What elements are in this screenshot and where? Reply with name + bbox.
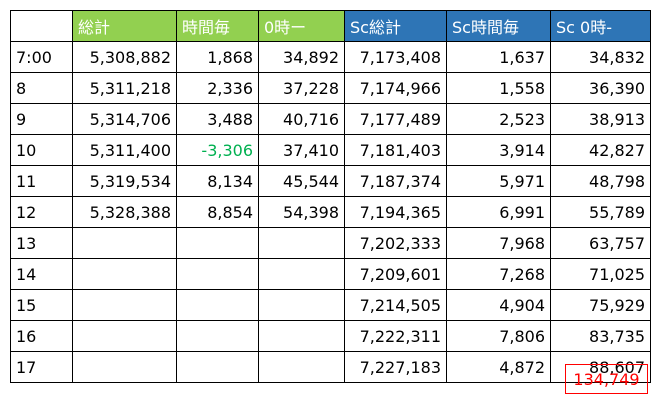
table-row: 15 7,214,505 4,904 75,929 xyxy=(10,289,651,321)
sc-since-midnight-cell[interactable]: 55,789 xyxy=(550,196,651,228)
sc-since-midnight-cell[interactable]: 83,735 xyxy=(550,320,651,352)
sc-hourly-cell[interactable]: 1,558 xyxy=(446,72,551,104)
hourly-cell[interactable]: 3,488 xyxy=(176,103,259,135)
sc-since-midnight-cell[interactable]: 63,757 xyxy=(550,227,651,259)
total-cell[interactable] xyxy=(72,351,177,383)
sc-since-midnight-cell[interactable]: 71,025 xyxy=(550,258,651,290)
sc-since-midnight-cell[interactable]: 42,827 xyxy=(550,134,651,166)
time-cell[interactable]: 9 xyxy=(10,103,73,135)
table-row: 10 5,311,400 -3,306 37,410 7,181,403 3,914 42,… xyxy=(10,134,651,166)
sc-hourly-cell[interactable]: 5,971 xyxy=(446,165,551,197)
sc-total-cell[interactable]: 7,214,505 xyxy=(344,289,447,321)
total-cell[interactable]: 5,319,534 xyxy=(72,165,177,197)
sc-since-midnight-cell[interactable]: 48,798 xyxy=(550,165,651,197)
hourly-cell[interactable] xyxy=(176,351,259,383)
table-row: 8 5,311,218 2,336 37,228 7,174,966 1,558 36,39… xyxy=(10,72,651,104)
total-cell[interactable]: 5,311,218 xyxy=(72,72,177,104)
since-midnight-cell[interactable] xyxy=(258,258,345,290)
sc-total-cell[interactable]: 7,227,183 xyxy=(344,351,447,383)
since-midnight-cell[interactable]: 37,228 xyxy=(258,72,345,104)
sc-total-cell[interactable]: 7,209,601 xyxy=(344,258,447,290)
grand-total-cell[interactable]: 134,749 xyxy=(565,364,648,394)
sc-total-cell[interactable]: 7,177,489 xyxy=(344,103,447,135)
hourly-cell[interactable]: 8,134 xyxy=(176,165,259,197)
time-cell[interactable]: 7:00 xyxy=(10,41,73,73)
table-row: 16 7,222,311 7,806 83,735 xyxy=(10,320,651,352)
table-row: 13 7,202,333 7,968 63,757 xyxy=(10,227,651,259)
sc-hourly-cell[interactable]: 1,637 xyxy=(446,41,551,73)
sc-total-cell[interactable]: 7,187,374 xyxy=(344,165,447,197)
sc-hourly-cell[interactable]: 4,904 xyxy=(446,289,551,321)
sc-total-cell[interactable]: 7,181,403 xyxy=(344,134,447,166)
header-since-midnight[interactable]: 0時ー xyxy=(258,10,345,42)
hourly-cell[interactable]: 1,868 xyxy=(176,41,259,73)
hourly-cell[interactable]: 2,336 xyxy=(176,72,259,104)
header-total[interactable]: 総計 xyxy=(72,10,177,42)
sc-hourly-cell[interactable]: 7,968 xyxy=(446,227,551,259)
hourly-cell[interactable]: -3,306 xyxy=(176,134,259,166)
total-cell[interactable] xyxy=(72,258,177,290)
time-cell[interactable]: 11 xyxy=(10,165,73,197)
time-cell[interactable]: 13 xyxy=(10,227,73,259)
since-midnight-cell[interactable]: 45,544 xyxy=(258,165,345,197)
since-midnight-cell[interactable]: 34,892 xyxy=(258,41,345,73)
since-midnight-cell[interactable]: 37,410 xyxy=(258,134,345,166)
sc-total-cell[interactable]: 7,173,408 xyxy=(344,41,447,73)
sc-hourly-cell[interactable]: 2,523 xyxy=(446,103,551,135)
table-row: 9 5,314,706 3,488 40,716 7,177,489 2,523 38,91… xyxy=(10,103,651,135)
table-row: 7:00 5,308,882 1,868 34,892 7,173,408 1,637 34… xyxy=(10,41,651,73)
sc-hourly-cell[interactable]: 4,872 xyxy=(446,351,551,383)
sc-since-midnight-cell[interactable]: 34,832 xyxy=(550,41,651,73)
sc-since-midnight-cell[interactable]: 36,390 xyxy=(550,72,651,104)
time-cell[interactable]: 15 xyxy=(10,289,73,321)
sc-hourly-cell[interactable]: 6,991 xyxy=(446,196,551,228)
hourly-cell[interactable] xyxy=(176,258,259,290)
hourly-cell[interactable] xyxy=(176,289,259,321)
since-midnight-cell[interactable]: 54,398 xyxy=(258,196,345,228)
total-cell[interactable]: 5,314,706 xyxy=(72,103,177,135)
sc-total-cell[interactable]: 7,174,966 xyxy=(344,72,447,104)
total-cell[interactable] xyxy=(72,289,177,321)
total-cell[interactable]: 5,308,882 xyxy=(72,41,177,73)
header-corner[interactable] xyxy=(10,10,73,42)
sc-hourly-cell[interactable]: 3,914 xyxy=(446,134,551,166)
time-cell[interactable]: 14 xyxy=(10,258,73,290)
sc-total-cell[interactable]: 7,194,365 xyxy=(344,196,447,228)
sc-total-cell[interactable]: 7,222,311 xyxy=(344,320,447,352)
time-cell[interactable]: 17 xyxy=(10,351,73,383)
hourly-cell[interactable] xyxy=(176,227,259,259)
header-hourly[interactable]: 時間毎 xyxy=(176,10,259,42)
total-cell[interactable]: 5,311,400 xyxy=(72,134,177,166)
time-cell[interactable]: 8 xyxy=(10,72,73,104)
table-row: 12 5,328,388 8,854 54,398 7,194,365 6,991 55,7… xyxy=(10,196,651,228)
table-row: 14 7,209,601 7,268 71,025 xyxy=(10,258,651,290)
sc-since-midnight-cell[interactable]: 88,607 xyxy=(550,351,651,383)
sc-hourly-cell[interactable]: 7,268 xyxy=(446,258,551,290)
sc-total-cell[interactable]: 7,202,333 xyxy=(344,227,447,259)
time-cell[interactable]: 12 xyxy=(10,196,73,228)
time-cell[interactable]: 10 xyxy=(10,134,73,166)
sc-since-midnight-cell[interactable]: 75,929 xyxy=(550,289,651,321)
hourly-cell[interactable] xyxy=(176,320,259,352)
total-cell[interactable] xyxy=(72,320,177,352)
time-cell[interactable]: 16 xyxy=(10,320,73,352)
sc-since-midnight-cell[interactable]: 38,913 xyxy=(550,103,651,135)
sc-hourly-cell[interactable]: 7,806 xyxy=(446,320,551,352)
since-midnight-cell[interactable] xyxy=(258,227,345,259)
header-sc-since-midnight[interactable]: Sc 0時- xyxy=(550,10,651,42)
table-row: 11 5,319,534 8,134 45,544 7,187,374 5,971 48,7… xyxy=(10,165,651,197)
table-row: 17 7,227,183 4,872 88,607 xyxy=(10,351,651,383)
since-midnight-cell[interactable]: 40,716 xyxy=(258,103,345,135)
since-midnight-cell[interactable] xyxy=(258,351,345,383)
total-cell[interactable] xyxy=(72,227,177,259)
header-sc-total[interactable]: Sc総計 xyxy=(344,10,447,42)
total-cell[interactable]: 5,328,388 xyxy=(72,196,177,228)
header-row: 総計 時間毎 0時ー Sc総計 Sc時間毎 Sc 0時- xyxy=(10,10,651,42)
header-sc-hourly[interactable]: Sc時間毎 xyxy=(446,10,551,42)
since-midnight-cell[interactable] xyxy=(258,289,345,321)
data-table: 総計 時間毎 0時ー Sc総計 Sc時間毎 Sc 0時- 7:00 5,308,8… xyxy=(10,10,651,383)
since-midnight-cell[interactable] xyxy=(258,320,345,352)
hourly-cell[interactable]: 8,854 xyxy=(176,196,259,228)
